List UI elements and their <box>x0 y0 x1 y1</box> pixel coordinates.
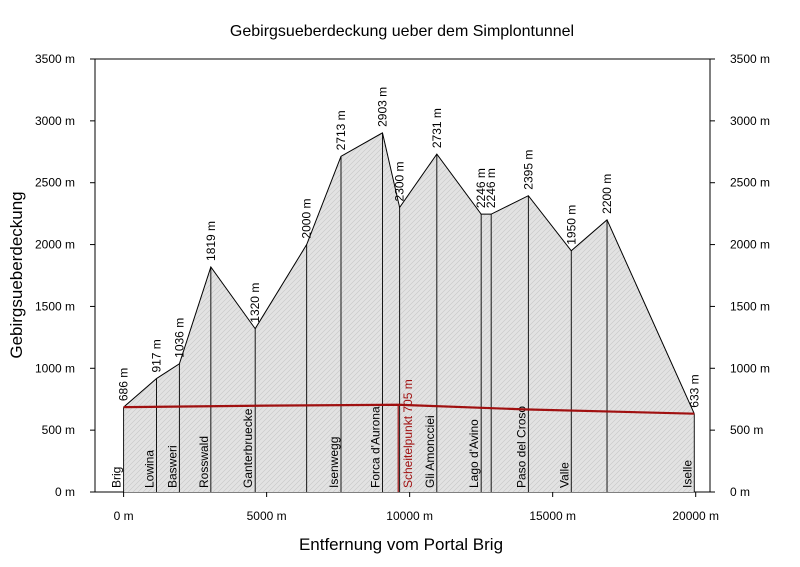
y-tick-label-right: 1000 m <box>730 361 770 375</box>
x-tick-label: 10000 m <box>386 509 433 523</box>
elevation-label: 1320 m <box>248 283 262 323</box>
location-label: Forca d'Aurona <box>368 406 382 488</box>
location-label: Paso del Croso <box>514 406 528 488</box>
elevation-label: 686 m <box>117 368 131 401</box>
location-label: Lowina <box>143 450 157 488</box>
x-tick-label: 20000 m <box>672 509 719 523</box>
location-label: Basweri <box>165 445 179 488</box>
elevation-label: 633 m <box>687 374 701 407</box>
y-tick-label-right: 3000 m <box>730 114 770 128</box>
elevation-label: 2246 m <box>484 168 498 208</box>
y-tick-label-left: 1000 m <box>35 361 75 375</box>
chart-title: Gebirgsueberdeckung ueber dem Simplontun… <box>230 23 574 40</box>
elevation-label: 1036 m <box>172 318 186 358</box>
y-axis-title: Gebirgsueberdeckung <box>7 191 26 358</box>
elevation-label: 917 m <box>150 339 164 372</box>
y-tick-label-left: 2000 m <box>35 238 75 252</box>
location-label: Ganterbruecke <box>241 408 255 488</box>
x-axis-title: Entfernung vom Portal Brig <box>299 535 503 554</box>
y-tick-label-right: 2000 m <box>730 238 770 252</box>
apex-label: Scheitelpunkt 705 m <box>401 379 415 488</box>
elevation-label: 1819 m <box>204 221 218 261</box>
x-tick-label: 15000 m <box>529 509 576 523</box>
location-label: Valle <box>557 462 571 488</box>
y-tick-label-right: 0 m <box>730 485 750 499</box>
terrain-outline <box>123 132 695 414</box>
elevation-label: 2200 m <box>600 174 614 214</box>
y-tick-label-left: 0 m <box>55 485 75 499</box>
y-tick-label-left: 500 m <box>42 423 75 437</box>
y-tick-label-right: 1500 m <box>730 299 770 313</box>
location-label: Brig <box>110 467 124 488</box>
y-tick-label-left: 3500 m <box>35 52 75 66</box>
location-label: Gli Amoncciei <box>423 415 437 488</box>
location-label: Rosswald <box>197 436 211 488</box>
elevation-label: 2903 m <box>375 87 389 127</box>
y-tick-label-left: 3000 m <box>35 114 75 128</box>
elevation-label: 2731 m <box>430 108 444 148</box>
elevation-label: 2300 m <box>393 161 407 201</box>
y-tick-label-right: 3500 m <box>730 52 770 66</box>
y-tick-label-right: 500 m <box>730 423 763 437</box>
location-label: Isenwegg <box>327 437 341 488</box>
elevation-label: 1950 m <box>564 205 578 245</box>
elevation-label: 2395 m <box>521 150 535 190</box>
y-tick-label-left: 1500 m <box>35 299 75 313</box>
y-tick-label-left: 2500 m <box>35 176 75 190</box>
elevation-label: 2246 m <box>474 168 488 208</box>
x-tick-label: 5000 m <box>247 509 287 523</box>
plot-area: 0 m 0 m 500 m 500 m 1000 m 1000 m 1500 m 1500 m… <box>35 52 770 523</box>
elevation-label: 2713 m <box>334 110 348 150</box>
terrain-area <box>123 132 695 492</box>
location-label: Lago d'Avino <box>467 419 481 488</box>
y-tick-label-right: 2500 m <box>730 176 770 190</box>
tunnel-level-line <box>123 403 695 415</box>
location-label: Iselle <box>680 460 694 488</box>
x-tick-label: 0 m <box>114 509 134 523</box>
elevation-label: 2000 m <box>300 199 314 239</box>
